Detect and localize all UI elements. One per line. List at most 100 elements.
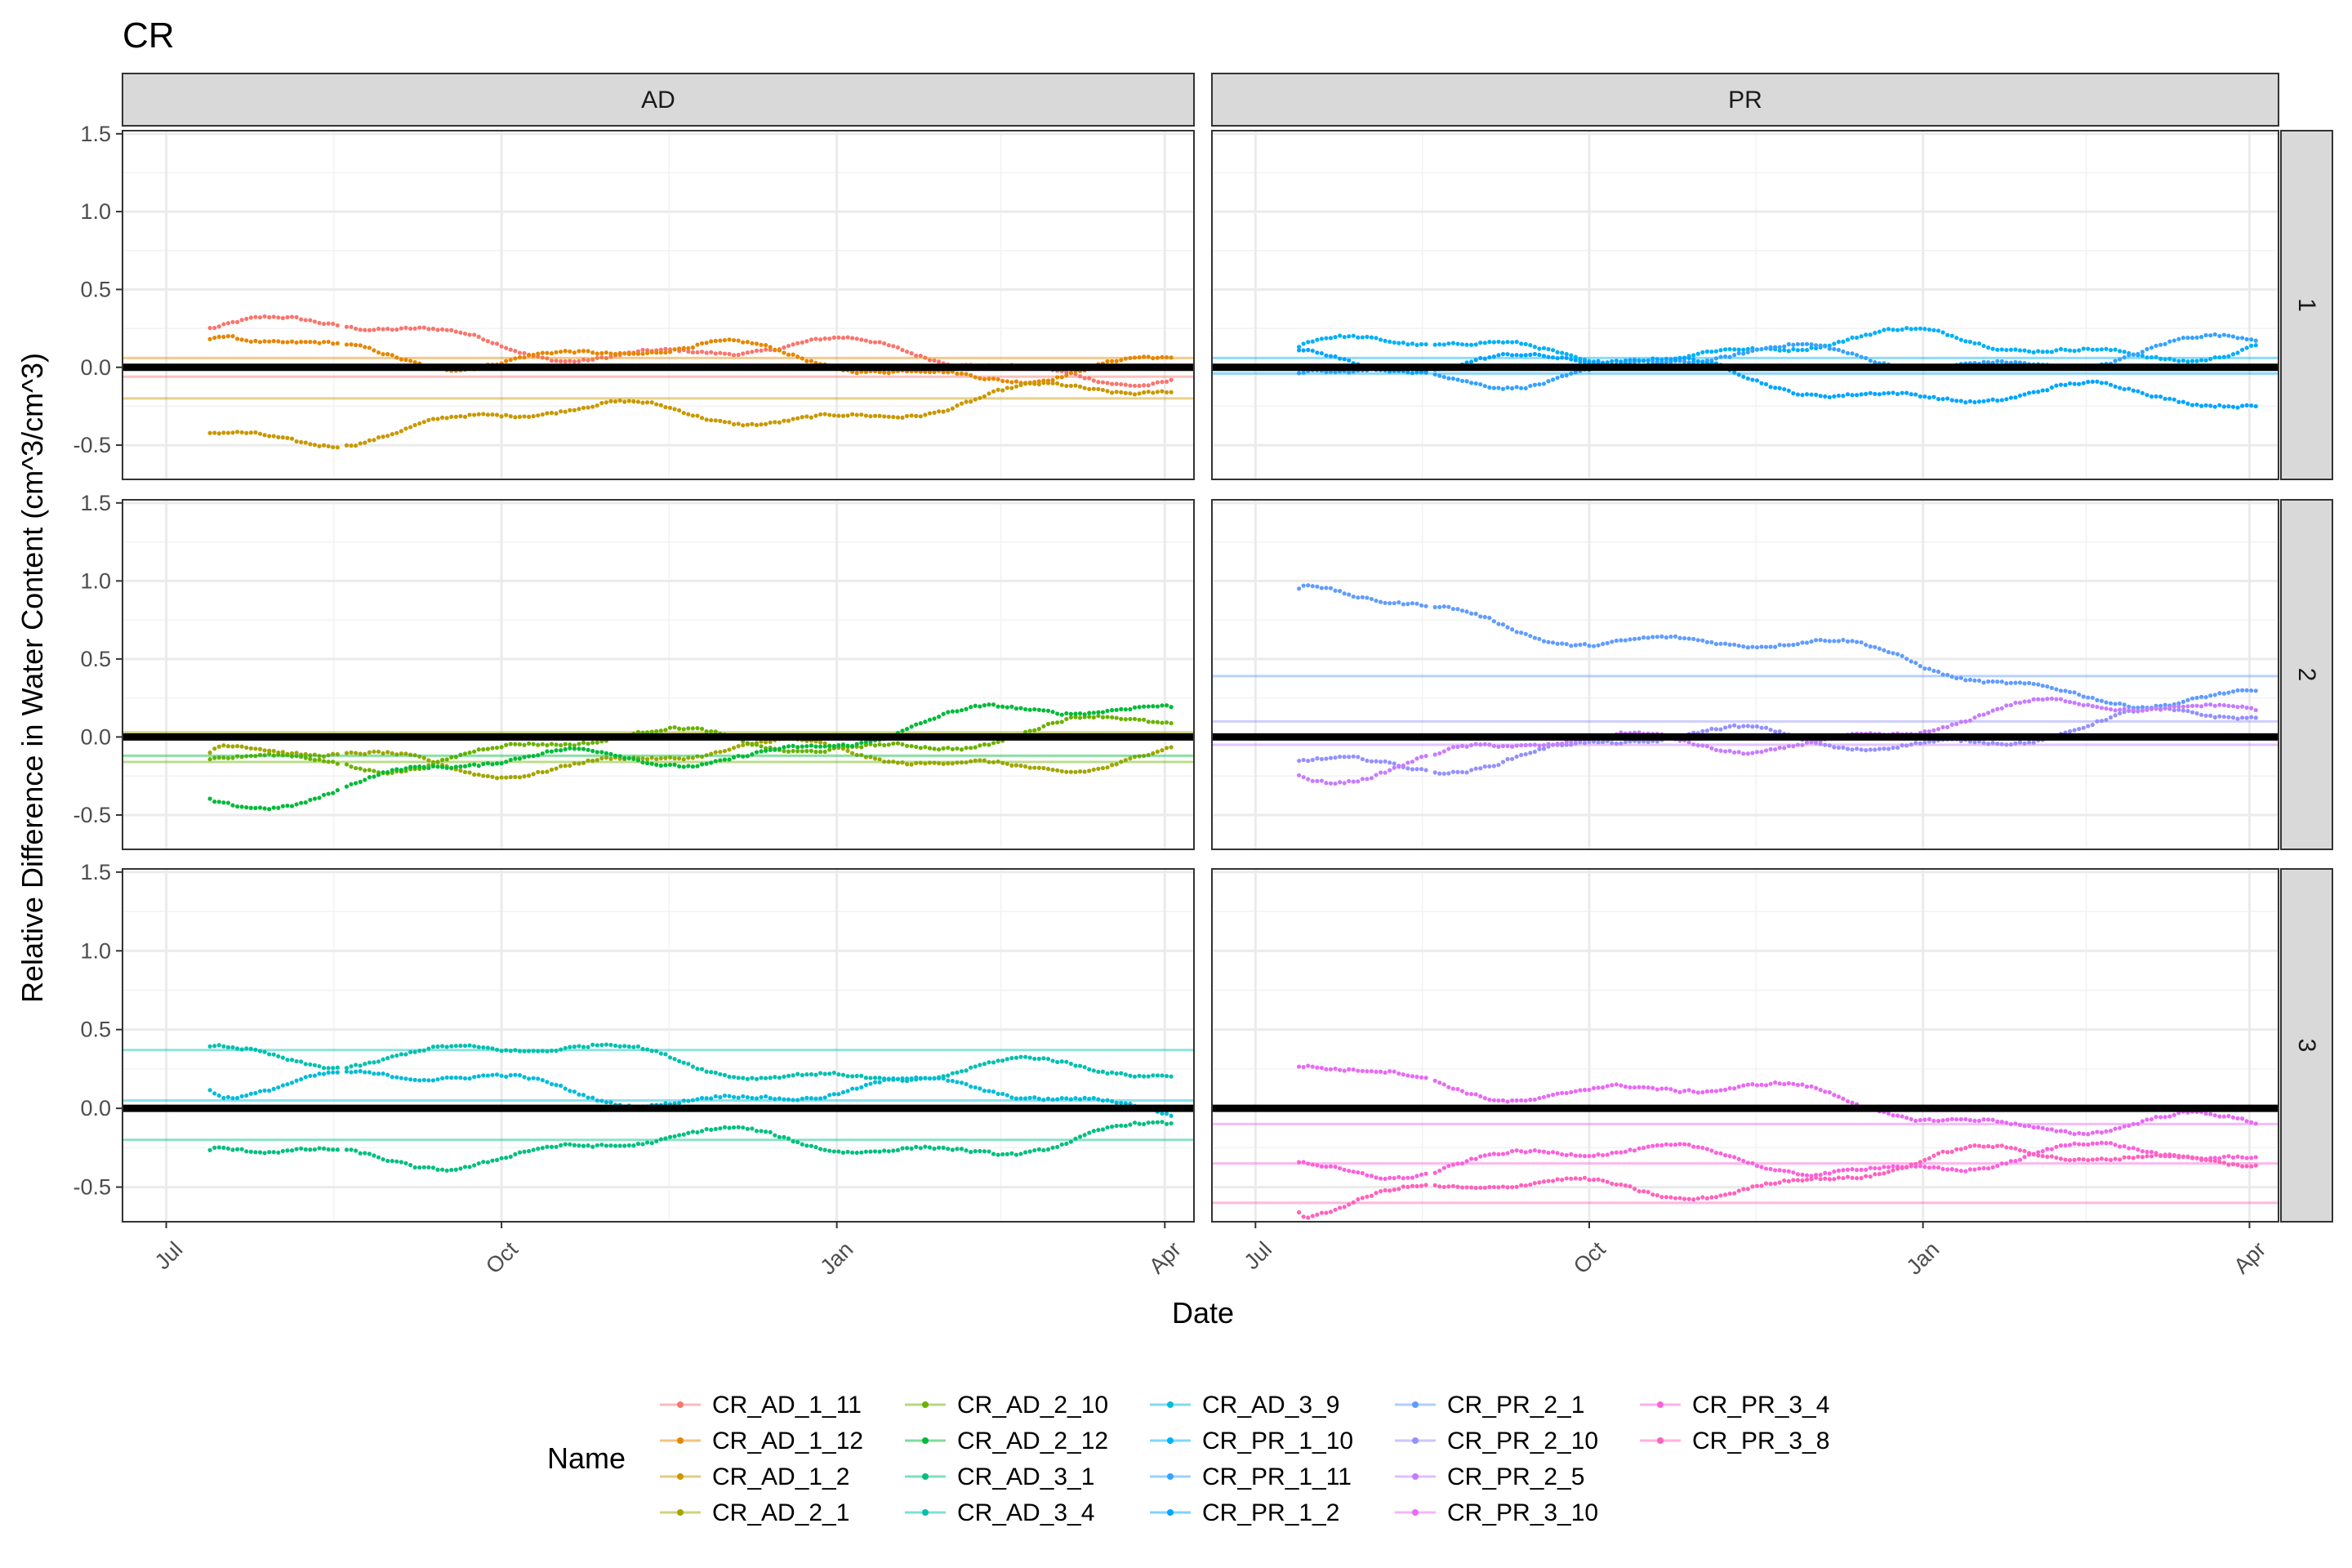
data-point <box>572 746 577 751</box>
data-point <box>877 1149 882 1154</box>
data-point <box>2244 705 2249 710</box>
data-point <box>836 335 841 340</box>
data-point <box>1464 1159 1469 1164</box>
data-point <box>1009 385 1014 390</box>
data-point <box>877 757 882 762</box>
data-point <box>1032 1147 1037 1153</box>
data-point <box>2072 690 2077 695</box>
data-point <box>376 1071 381 1076</box>
data-point <box>699 755 705 760</box>
data-point <box>1623 1183 1628 1188</box>
data-point <box>1877 392 1882 397</box>
data-point <box>741 1125 746 1130</box>
data-point <box>2063 1157 2068 1162</box>
data-point <box>1487 764 1492 769</box>
strip-label: 3 <box>2293 1039 2320 1053</box>
data-point <box>572 743 577 748</box>
data-point <box>1709 349 1714 354</box>
data-point <box>2118 357 2123 362</box>
data-point <box>1686 355 1691 361</box>
data-point <box>308 1073 313 1079</box>
data-point <box>1365 595 1370 600</box>
panel-ad-1: -0.50.00.51.01.5 <box>73 122 1195 480</box>
data-point <box>326 321 331 326</box>
data-point <box>513 1072 518 1077</box>
data-point <box>1922 729 1927 734</box>
data-point <box>681 1132 686 1137</box>
data-point <box>1324 369 1329 375</box>
data-point <box>504 345 509 350</box>
data-point <box>1836 1094 1841 1099</box>
data-point <box>1004 1152 1009 1156</box>
data-point <box>1441 749 1446 754</box>
data-point <box>927 760 933 765</box>
data-point <box>2158 707 2163 712</box>
data-point <box>2077 1130 2082 1136</box>
data-point <box>1383 600 1388 605</box>
data-point <box>2145 1149 2149 1155</box>
data-point <box>1018 1054 1023 1059</box>
data-point <box>1836 1168 1841 1173</box>
data-point <box>1949 1149 1954 1154</box>
data-point <box>604 755 609 760</box>
data-point <box>1410 341 1415 346</box>
data-point <box>439 1044 445 1049</box>
data-point <box>877 1076 882 1080</box>
data-point <box>2072 1141 2077 1146</box>
data-point <box>1509 756 1515 761</box>
data-point <box>2149 706 2154 711</box>
data-point <box>285 314 290 320</box>
data-point <box>959 708 964 713</box>
data-point <box>390 768 394 773</box>
data-point <box>1800 1082 1805 1087</box>
x-tick-label: Jul <box>1240 1237 1277 1275</box>
data-point <box>1795 1172 1801 1177</box>
data-point <box>1528 742 1533 747</box>
data-point <box>1351 1067 1356 1072</box>
data-point <box>581 349 586 354</box>
data-point <box>1768 1166 1773 1172</box>
data-point <box>1109 763 1115 768</box>
data-point <box>713 759 718 764</box>
data-point <box>517 756 523 761</box>
data-point <box>453 414 458 419</box>
data-point <box>522 355 527 360</box>
data-point <box>750 1126 755 1131</box>
data-point <box>649 755 654 760</box>
data-point <box>267 339 272 344</box>
data-point <box>1337 1165 1343 1171</box>
data-point <box>289 339 295 344</box>
data-point <box>1297 1064 1302 1069</box>
data-point <box>595 750 599 755</box>
data-point <box>950 406 955 411</box>
data-point <box>267 1150 272 1155</box>
data-point <box>1958 1169 1963 1174</box>
data-point <box>978 395 982 400</box>
data-point <box>649 1141 654 1146</box>
data-point <box>1114 390 1119 394</box>
data-point <box>1105 765 1110 770</box>
data-point <box>1782 1178 1787 1183</box>
data-point <box>2203 695 2208 700</box>
data-point <box>1487 354 1492 360</box>
data-point <box>485 773 490 778</box>
data-point <box>1119 716 1124 721</box>
data-point <box>1614 741 1619 746</box>
data-point <box>540 769 545 775</box>
data-point <box>394 752 399 757</box>
data-point <box>1496 744 1501 749</box>
data-point <box>1909 1162 1913 1167</box>
data-point <box>253 746 258 751</box>
data-point <box>978 1086 982 1091</box>
data-point <box>1000 1091 1005 1097</box>
data-point <box>394 430 399 435</box>
data-point <box>927 717 933 722</box>
data-point <box>1868 390 1873 395</box>
data-point <box>836 1149 841 1154</box>
data-point <box>1709 746 1714 751</box>
data-point <box>390 432 394 437</box>
data-point <box>982 1089 987 1094</box>
data-point <box>1786 349 1791 354</box>
data-point <box>1782 1169 1787 1174</box>
panel-pr-1 <box>1211 130 2279 480</box>
